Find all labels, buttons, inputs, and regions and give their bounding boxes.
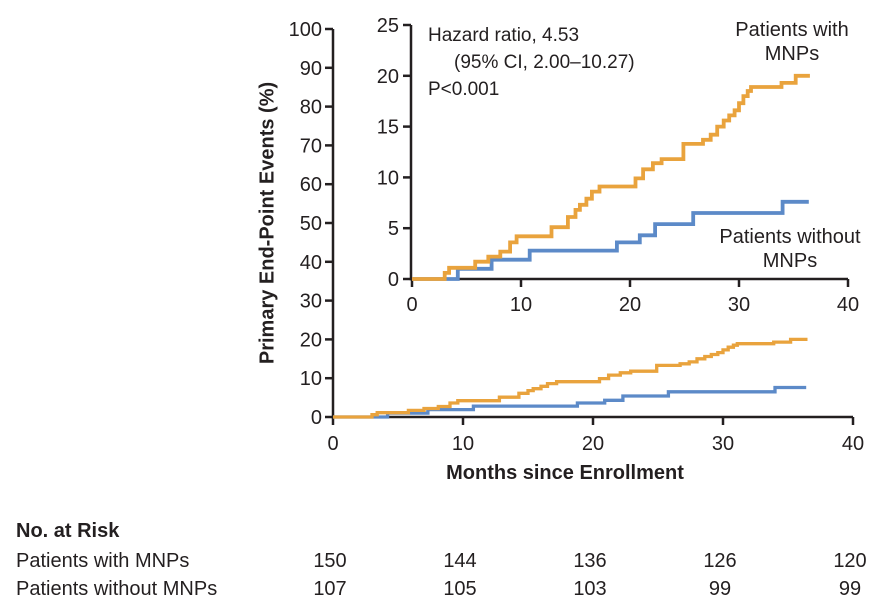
risk-count: 99 bbox=[708, 578, 732, 600]
x-tick-label: 30 bbox=[712, 433, 734, 455]
y-tick-label: 30 bbox=[300, 291, 322, 313]
hazard-ratio-line: Hazard ratio, 4.53 bbox=[428, 25, 580, 46]
legend-with-mnps-line2: MNPs bbox=[764, 43, 820, 65]
curve-with-mnps-main bbox=[333, 337, 808, 419]
y-tick-label: 40 bbox=[300, 252, 322, 274]
y-axis-title: Primary End-Point Events (%) bbox=[256, 81, 279, 365]
y-tick-label: 15 bbox=[377, 117, 399, 139]
hazard-ratio-annotation: Hazard ratio, 4.53 (95% CI, 2.00–10.27) … bbox=[428, 22, 635, 103]
y-tick-label: 10 bbox=[300, 368, 322, 390]
main-chart-curves bbox=[333, 337, 808, 419]
y-tick-label: 20 bbox=[300, 329, 322, 351]
risk-count: 107 bbox=[313, 578, 347, 600]
inset-chart-axes: 0 5 10 15 20 25 0 10 20 30 40 bbox=[377, 15, 859, 316]
legend-without-mnps-line1: Patients without bbox=[719, 226, 861, 248]
risk-count: 150 bbox=[313, 550, 347, 572]
y-tick-label: 0 bbox=[311, 407, 322, 429]
risk-count: 126 bbox=[703, 550, 737, 572]
y-tick-label: 10 bbox=[377, 167, 399, 189]
x-tick-label: 10 bbox=[510, 294, 532, 316]
curve-without-mnps-main bbox=[333, 385, 807, 419]
y-tick-label: 100 bbox=[289, 19, 322, 41]
risk-count: 136 bbox=[573, 550, 607, 572]
x-tick-label: 0 bbox=[406, 294, 417, 316]
risk-count: 120 bbox=[833, 550, 867, 572]
legend-without-mnps-line2: MNPs bbox=[762, 250, 818, 272]
x-tick-label: 20 bbox=[619, 294, 641, 316]
risk-count: 99 bbox=[838, 578, 862, 600]
risk-count: 105 bbox=[443, 578, 477, 600]
y-tick-label: 5 bbox=[388, 218, 399, 240]
inset-chart-curves bbox=[412, 73, 810, 281]
x-tick-label: 40 bbox=[837, 294, 859, 316]
legend-patients-without-mnps: Patients without MNPs bbox=[719, 225, 860, 273]
risk-count: 144 bbox=[443, 550, 477, 572]
x-tick-label: 40 bbox=[842, 433, 864, 455]
risk-row-label-without-mnps: Patients without MNPs bbox=[16, 578, 218, 600]
y-tick-label: 60 bbox=[300, 174, 322, 196]
risk-row-label-with-mnps: Patients with MNPs bbox=[16, 550, 190, 572]
y-tick-label: 25 bbox=[377, 15, 399, 37]
y-tick-label: 70 bbox=[300, 135, 322, 157]
p-value-line: P<0.001 bbox=[428, 79, 500, 100]
risk-table-title: No. at Risk bbox=[16, 520, 120, 542]
risk-count: 103 bbox=[573, 578, 607, 600]
x-tick-label: 10 bbox=[452, 433, 474, 455]
curve-with-mnps-inset bbox=[412, 73, 810, 281]
x-axis-title: Months since Enrollment bbox=[446, 462, 684, 484]
legend-patients-with-mnps: Patients with MNPs bbox=[735, 18, 848, 66]
y-tick-label: 0 bbox=[388, 269, 399, 291]
y-tick-label: 90 bbox=[300, 58, 322, 80]
y-tick-label: 50 bbox=[300, 213, 322, 235]
legend-with-mnps-line1: Patients with bbox=[735, 19, 849, 41]
curve-without-mnps-inset bbox=[412, 199, 809, 281]
y-tick-label: 80 bbox=[300, 97, 322, 119]
y-tick-label: 20 bbox=[377, 66, 399, 88]
confidence-interval-line: (95% CI, 2.00–10.27) bbox=[454, 52, 635, 73]
x-tick-label: 20 bbox=[582, 433, 604, 455]
x-tick-label: 30 bbox=[728, 294, 750, 316]
x-tick-label: 0 bbox=[327, 433, 338, 455]
